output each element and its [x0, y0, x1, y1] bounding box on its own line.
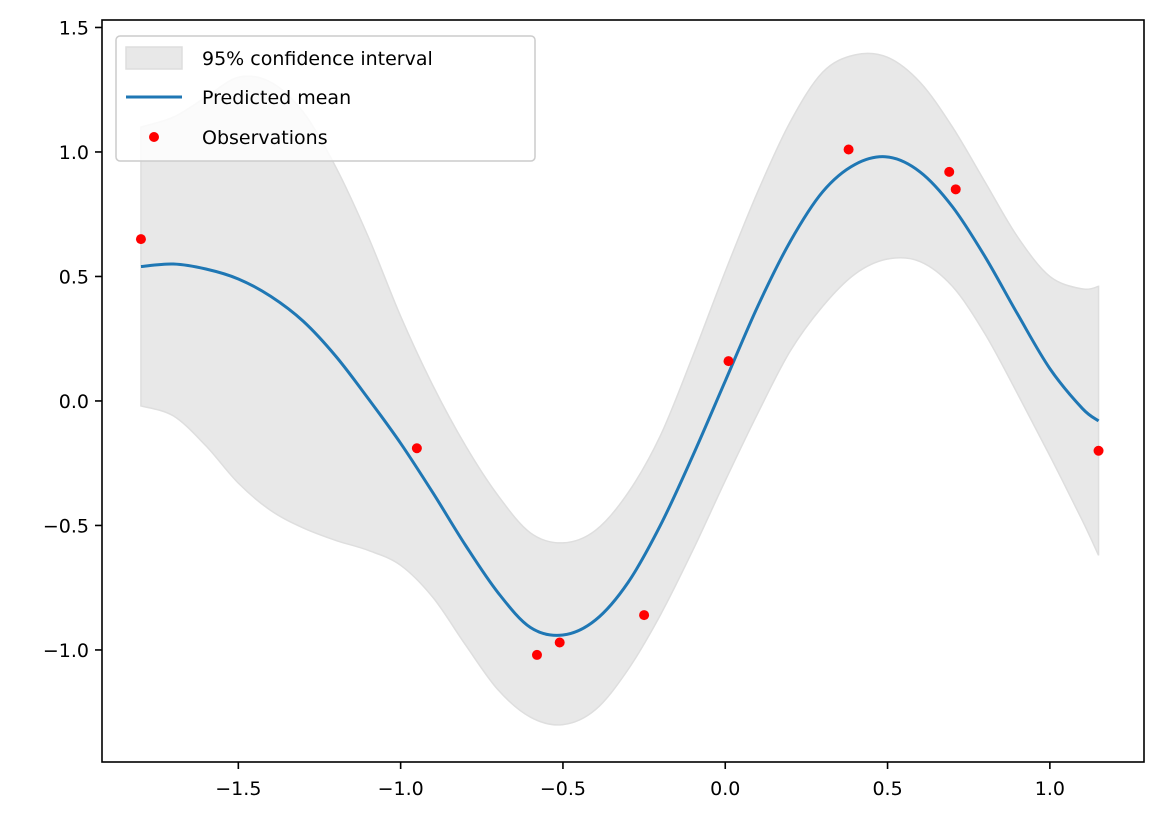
observation-point — [411, 443, 422, 454]
observation-point — [723, 356, 734, 367]
legend-label: Predicted mean — [202, 87, 351, 109]
legend-marker-swatch — [149, 132, 159, 142]
y-tick-label: −1.0 — [43, 640, 89, 662]
predicted-mean-line — [140, 155, 1100, 637]
x-tick-label: 0.0 — [710, 778, 740, 800]
legend-box — [115, 35, 536, 162]
x-tick-label: 0.5 — [872, 778, 902, 800]
observation-point — [843, 144, 854, 155]
y-tick-label: 0.0 — [59, 391, 89, 413]
observation-point — [950, 184, 961, 195]
y-tick-label: 0.5 — [59, 266, 89, 288]
y-tick-label: −0.5 — [43, 515, 89, 537]
x-tick-label: −1.0 — [378, 778, 424, 800]
plot-area — [135, 52, 1104, 726]
legend-band-swatch — [125, 46, 183, 70]
y-tick-label: 1.5 — [59, 17, 89, 39]
observation-point — [554, 637, 565, 648]
observation-point — [135, 234, 146, 245]
x-tick-label: −0.5 — [540, 778, 586, 800]
axes-frame — [101, 19, 1145, 763]
x-tick-label: −1.5 — [215, 778, 261, 800]
legend-label: Observations — [202, 127, 328, 149]
observation-point — [1093, 445, 1104, 456]
observation-point — [944, 166, 955, 177]
legend-label: 95% confidence interval — [202, 48, 433, 70]
observation-point — [639, 610, 650, 621]
confidence-band — [140, 52, 1100, 726]
observation-point — [531, 649, 542, 660]
x-tick-label: 1.0 — [1035, 778, 1065, 800]
y-tick-label: 1.0 — [59, 142, 89, 164]
legend: 95% confidence interval Predicted mean Obs… — [115, 35, 536, 162]
axes: −1.5 −1.0 −0.5 0.0 0.5 1.0 1.5 1.0 0.5 0.0 −0.5 −1.… — [43, 17, 1145, 800]
